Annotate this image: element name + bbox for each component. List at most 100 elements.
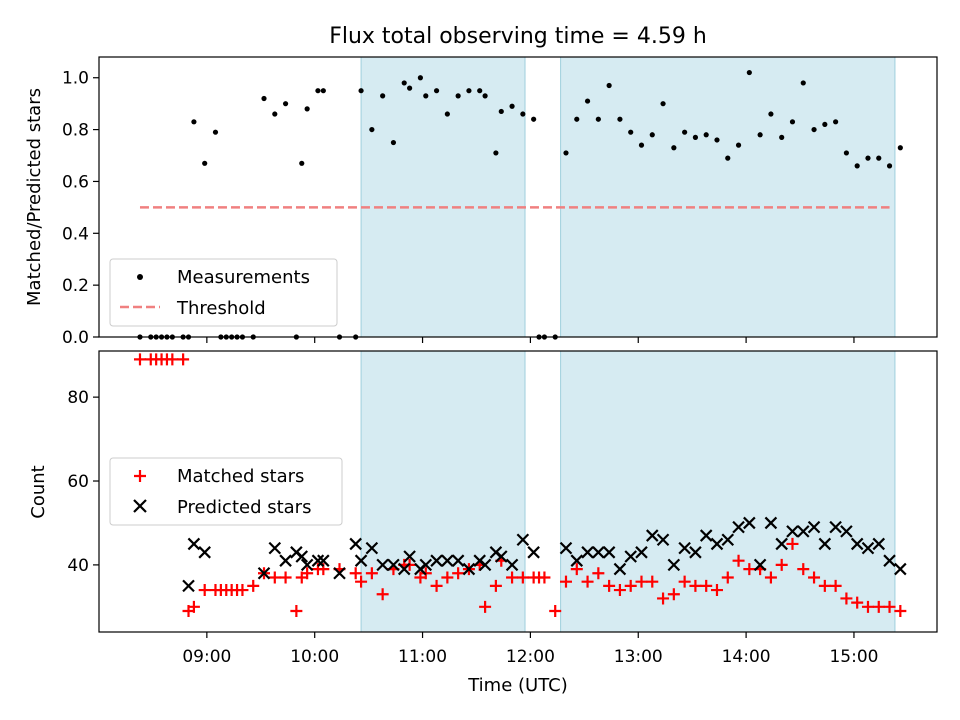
matched-star-point	[301, 567, 314, 580]
x-tick-label: 12:00	[506, 647, 555, 667]
measurement-point	[703, 132, 709, 138]
top-legend-box	[109, 258, 338, 327]
matched-star-point	[657, 592, 670, 605]
predicted-star-point	[268, 541, 282, 555]
x-tick-label: 11:00	[398, 647, 447, 667]
measurement-point	[380, 93, 386, 99]
measurement-point	[628, 129, 634, 135]
matched-star-point	[279, 571, 292, 584]
measurement-point	[638, 142, 645, 148]
matched-star-point	[376, 588, 389, 601]
predicted-star-point	[397, 562, 411, 576]
shaded-interval	[360, 350, 526, 633]
measurement-point	[865, 155, 871, 161]
measurement-point	[757, 132, 763, 138]
matched-star-point	[764, 571, 777, 584]
matched-star-point	[818, 579, 831, 592]
matched-star-point	[861, 600, 874, 613]
bottom-panel-x-ticks: 09:00 10:00 11:00 12:00 13:00 14:00 15:00	[182, 632, 878, 667]
matched-star-point	[700, 579, 713, 592]
measurement-point	[660, 101, 666, 107]
predicted-star-point	[441, 554, 454, 567]
matched-star-point	[613, 584, 626, 597]
measurement-point	[746, 69, 752, 76]
predicted-star-point	[198, 546, 211, 559]
matched-star-point	[247, 579, 260, 592]
measurement-point	[768, 111, 774, 117]
measurement-point	[455, 93, 461, 99]
top-panel-ylabel: Matched/Predicted stars	[24, 88, 45, 306]
matched-star-point	[721, 571, 734, 584]
measurement-point	[574, 116, 580, 122]
predicted-star-point	[818, 537, 832, 551]
matched-star-point	[516, 571, 529, 584]
top-legend: Measurements Threshold	[109, 258, 338, 327]
legend-predicted-marker	[133, 499, 147, 513]
measurement-point	[584, 98, 591, 104]
x-tick-label: 13:00	[614, 647, 663, 667]
measurement-point	[563, 150, 569, 156]
measurement-point	[897, 145, 903, 151]
measurement-point	[833, 119, 839, 125]
predicted-star-point	[365, 541, 379, 555]
x-tick-label: 10:00	[290, 647, 339, 667]
matched-star-point	[894, 605, 907, 618]
predicted-star-point	[462, 562, 476, 576]
predicted-star-point	[678, 541, 691, 555]
matched-star-point	[452, 567, 465, 580]
measurement-point	[320, 88, 326, 94]
matched-star-point	[775, 558, 788, 571]
matched-star-point	[187, 600, 200, 613]
matched-star-point	[236, 584, 249, 597]
matched-star-point	[349, 567, 362, 580]
measurement-point	[735, 142, 742, 148]
top-panel: 0.0 0.2 0.4 0.6 0.8 1.0 Matched/Predicted sta…	[24, 56, 938, 348]
measurement-point	[811, 126, 817, 133]
measurement-point	[433, 88, 440, 94]
y-tick-label: 0.0	[62, 328, 89, 348]
measurement-point	[272, 111, 278, 117]
predicted-star-point	[732, 520, 745, 534]
predicted-star-point	[581, 546, 594, 559]
y-tick-label: 0.4	[62, 224, 89, 244]
predicted-star-point	[430, 554, 443, 567]
matched-star-point	[133, 353, 146, 366]
measurement-point	[417, 75, 423, 81]
predicted-star-point	[645, 529, 659, 542]
matched-star-point	[441, 571, 454, 584]
top-panel-shaded-intervals	[360, 56, 896, 338]
matched-star-point	[689, 579, 702, 592]
measurement-point	[682, 129, 688, 135]
measurement-point	[407, 85, 413, 91]
matched-star-point	[808, 571, 821, 584]
bottom-panel-frame	[98, 350, 938, 633]
measurement-point	[886, 163, 893, 169]
y-tick-label: 0.8	[62, 121, 89, 141]
measurement-point	[606, 82, 612, 89]
measurement-point	[212, 129, 219, 135]
predicted-star-point	[559, 541, 573, 555]
legend-measurements-label: Measurements	[177, 267, 310, 288]
legend-threshold-label: Threshold	[176, 298, 266, 319]
predicted-star-point	[257, 567, 271, 580]
measurement-point	[692, 134, 699, 140]
predicted-star-point	[505, 558, 519, 572]
legend-measurements-marker	[137, 274, 143, 280]
matched-star-point	[581, 575, 594, 588]
measurement-point	[423, 93, 429, 99]
matched-star-point	[624, 579, 637, 592]
matched-star-point	[872, 600, 885, 613]
predicted-star-point	[743, 516, 756, 530]
bottom-panel-ylabel: Count	[28, 465, 49, 518]
y-tick-label: 0.6	[62, 172, 89, 192]
matched-star-point	[489, 579, 502, 592]
y-tick-label: 40	[67, 556, 89, 576]
predicted-star-point	[182, 579, 195, 593]
matched-star-point	[479, 600, 492, 613]
predicted-star-point	[624, 550, 637, 563]
measurement-point	[304, 106, 310, 112]
bottom-legend: Matched stars Predicted stars	[109, 457, 343, 526]
predicted-star-point	[403, 550, 416, 563]
measurement-point	[401, 80, 407, 86]
